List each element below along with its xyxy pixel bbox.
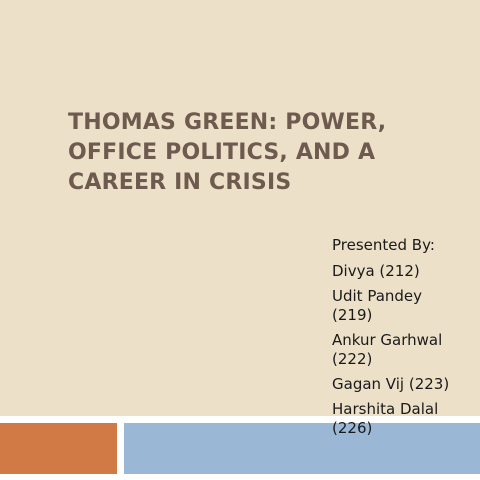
presenter-ankur: Ankur Garhwal (222) (332, 331, 472, 369)
blue-accent-bar (124, 423, 480, 474)
presenter-line: Divya (212) (332, 262, 420, 280)
orange-accent-bar (0, 423, 117, 474)
presenter-line: (219) (332, 306, 373, 324)
presented-by-label: Presented By: (332, 236, 435, 254)
title-line-2: OFFICE POLITICS, AND A (68, 140, 376, 165)
presenter-harshita: Harshita Dalal (226) (332, 400, 472, 438)
title-line-1: THOMAS GREEN: POWER, (68, 110, 387, 135)
presenter-divya: Divya (212) (332, 262, 472, 281)
presenter-udit: Udit Pandey (219) (332, 287, 472, 325)
presenter-line: Gagan Vij (223) (332, 375, 450, 393)
presenter-line: (226) (332, 419, 373, 437)
presenter-line: Harshita Dalal (332, 400, 439, 418)
presenter-line: Udit Pandey (332, 287, 423, 305)
presenter-gagan: Gagan Vij (223) (332, 375, 472, 394)
presenter-line: (222) (332, 350, 373, 368)
title-line-3: CAREER IN CRISIS (68, 170, 292, 195)
presenters-list: Presented By: Divya (212) Udit Pandey (2… (332, 236, 472, 444)
slide-background: THOMAS GREEN: POWER, OFFICE POLITICS, AN… (0, 0, 480, 416)
presenter-line: Ankur Garhwal (332, 331, 443, 349)
slide-title: THOMAS GREEN: POWER, OFFICE POLITICS, AN… (68, 108, 387, 198)
